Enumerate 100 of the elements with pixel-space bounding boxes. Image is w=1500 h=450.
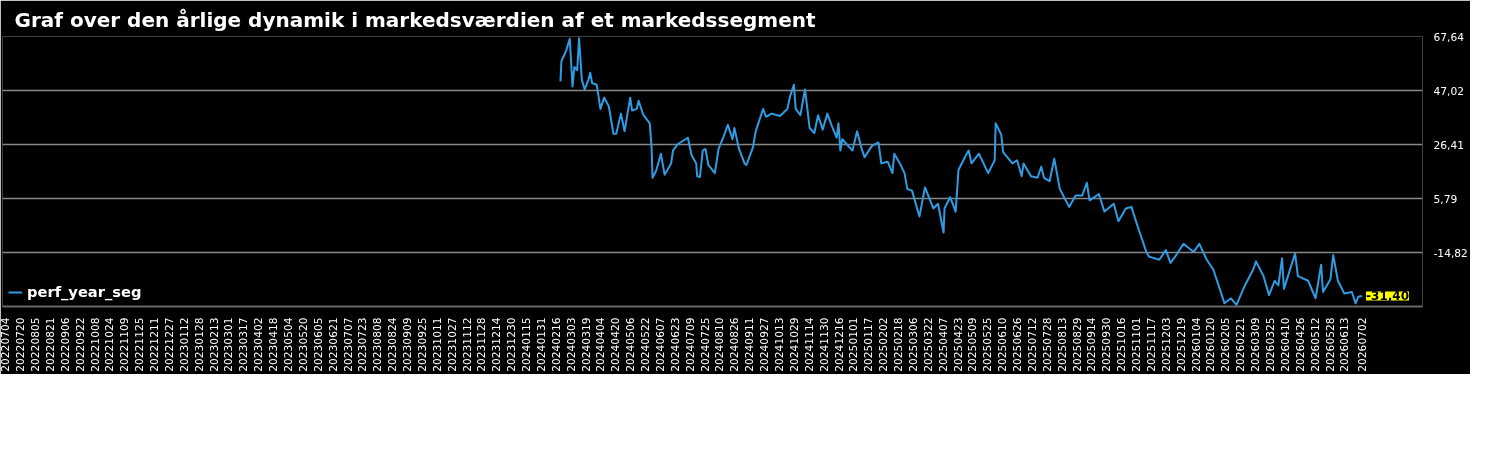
- x-tick-label: 20260221: [1234, 317, 1248, 372]
- x-tick-label: 20250218: [892, 317, 906, 372]
- x-tick-label: 20260120: [1204, 317, 1218, 372]
- x-tick-label: 20231128: [475, 317, 489, 372]
- x-tick-label: 20250610: [996, 317, 1010, 372]
- x-tick-label: 20240216: [549, 317, 563, 372]
- x-tick-label: 20251016: [1115, 317, 1129, 372]
- x-tick-label: 20250712: [1025, 317, 1039, 372]
- x-tick-label: 20241130: [817, 317, 831, 372]
- x-tick-label: 20230213: [207, 317, 221, 372]
- x-tick-label: 20260309: [1249, 317, 1263, 372]
- x-tick-label: 20260410: [1278, 317, 1292, 372]
- x-tick-label: 20240725: [698, 317, 712, 372]
- x-tick-label: 20231214: [490, 317, 504, 372]
- x-tick-label: 20241029: [787, 317, 801, 372]
- y-tick-label: 47,02: [1433, 84, 1465, 98]
- x-tick-label: 20240709: [683, 317, 697, 372]
- x-tick-label: 20220805: [29, 317, 43, 372]
- x-tick-label: 20251117: [1144, 317, 1158, 372]
- x-tick-label: 20250101: [847, 317, 861, 372]
- x-tick-label: 20250626: [1011, 317, 1025, 372]
- x-tick-label: 20230909: [401, 317, 415, 372]
- x-tick-label: 20230808: [371, 317, 385, 372]
- x-tick-label: 20231112: [460, 317, 474, 372]
- line-series: [559, 37, 1364, 306]
- x-tick-label: 20250509: [966, 317, 980, 372]
- x-tick-label: 20220704: [0, 317, 13, 372]
- x-tick-label: 20221227: [162, 317, 176, 372]
- x-tick-label: 20240131: [534, 317, 548, 372]
- x-tick-label: 20260325: [1263, 317, 1277, 372]
- x-tick-label: 20240319: [579, 317, 593, 372]
- x-tick-label: 20241114: [802, 317, 816, 372]
- x-tick-label: 20230723: [356, 317, 370, 372]
- x-tick-label: 20230605: [311, 317, 325, 372]
- x-tick-label: 20230301: [222, 317, 236, 372]
- x-tick-label: 20230504: [281, 317, 295, 372]
- x-tick-label: 20220720: [14, 317, 28, 372]
- x-tick-label: 20221125: [133, 317, 147, 372]
- legend-label: perf_year_seg: [27, 283, 142, 300]
- y-tick-label: -14,82: [1433, 246, 1468, 260]
- x-tick-label: 20240623: [668, 317, 682, 372]
- x-tick-label: 20220906: [58, 317, 72, 372]
- x-tick-label: 20240810: [713, 317, 727, 372]
- y-tick-label: 5,79: [1433, 192, 1458, 206]
- chart-title: Graf over den årlige dynamik i markedsværdien af et markedssegment: [14, 7, 816, 32]
- x-tick-label: 20240826: [728, 317, 742, 372]
- x-tick-label: 20250728: [1040, 317, 1054, 372]
- x-tick-label: 20250117: [862, 317, 876, 372]
- x-tick-label: 20260528: [1323, 317, 1337, 372]
- x-tick-label: 20240420: [609, 317, 623, 372]
- x-tick-label: 20241216: [832, 317, 846, 372]
- x-tick-label: 20230520: [296, 317, 310, 372]
- x-tick-label: 20240404: [594, 317, 608, 372]
- x-tick-label: 20250829: [1070, 317, 1084, 372]
- x-tick-label: 20221109: [118, 317, 132, 372]
- x-tick-label: 20241013: [772, 317, 786, 372]
- x-tick-label: 20260702: [1356, 317, 1370, 372]
- x-tick-label: 20230621: [326, 317, 340, 372]
- x-tick-label: 20251101: [1130, 317, 1144, 372]
- x-tick-label: 20230707: [341, 317, 355, 372]
- x-tick-label: 20230317: [237, 317, 251, 372]
- x-tick-label: 20240506: [624, 317, 638, 372]
- x-tick-label: 20260613: [1338, 317, 1352, 372]
- x-tick-label: 20230128: [192, 317, 206, 372]
- x-tick-label: 20250322: [921, 317, 935, 372]
- x-tick-label: 20220922: [73, 317, 87, 372]
- x-tick-label: 20221008: [88, 317, 102, 372]
- x-tick-label: 20250202: [877, 317, 891, 372]
- x-tick-label: 20231027: [445, 317, 459, 372]
- x-tick-label: 20250525: [981, 317, 995, 372]
- x-tick-label: 20260512: [1308, 317, 1322, 372]
- x-tick-label: 20250914: [1085, 317, 1099, 372]
- x-tick-label: 20230112: [177, 317, 191, 372]
- x-tick-label: 20221024: [103, 317, 117, 372]
- x-tick-label: 20260205: [1219, 317, 1233, 372]
- x-tick-label: 20240303: [564, 317, 578, 372]
- x-tick-label: 20250423: [951, 317, 965, 372]
- y-tick-label: 26,41: [1433, 138, 1465, 152]
- x-tick-label: 20240927: [758, 317, 772, 372]
- x-tick-label: 20230925: [415, 317, 429, 372]
- x-tick-label: 20260104: [1189, 317, 1203, 372]
- x-tick-label: 20250306: [906, 317, 920, 372]
- x-tick-label: 20220821: [43, 317, 57, 372]
- x-tick-label: 20230402: [252, 317, 266, 372]
- x-tick-label: 20250813: [1055, 317, 1069, 372]
- x-tick-label: 20240911: [743, 317, 757, 372]
- x-tick-label: 20240522: [639, 317, 653, 372]
- annotation: -31,40: [1366, 289, 1409, 304]
- x-tick-label: 20260426: [1293, 317, 1307, 372]
- x-tick-label: 20250930: [1100, 317, 1114, 372]
- x-tick-label: 20250407: [936, 317, 950, 372]
- x-tick-label: 20251219: [1174, 317, 1188, 372]
- x-tick-label: 20240115: [520, 317, 534, 372]
- x-tick-label: 20230824: [386, 317, 400, 372]
- x-tick-label: 20231011: [430, 317, 444, 372]
- x-tick-label: 20240607: [653, 317, 667, 372]
- x-tick-label: 20231230: [505, 317, 519, 372]
- x-tick-label: 20230418: [267, 317, 281, 372]
- x-tick-label: 20251203: [1159, 317, 1173, 372]
- y-tick-label: 67,64: [1433, 30, 1465, 44]
